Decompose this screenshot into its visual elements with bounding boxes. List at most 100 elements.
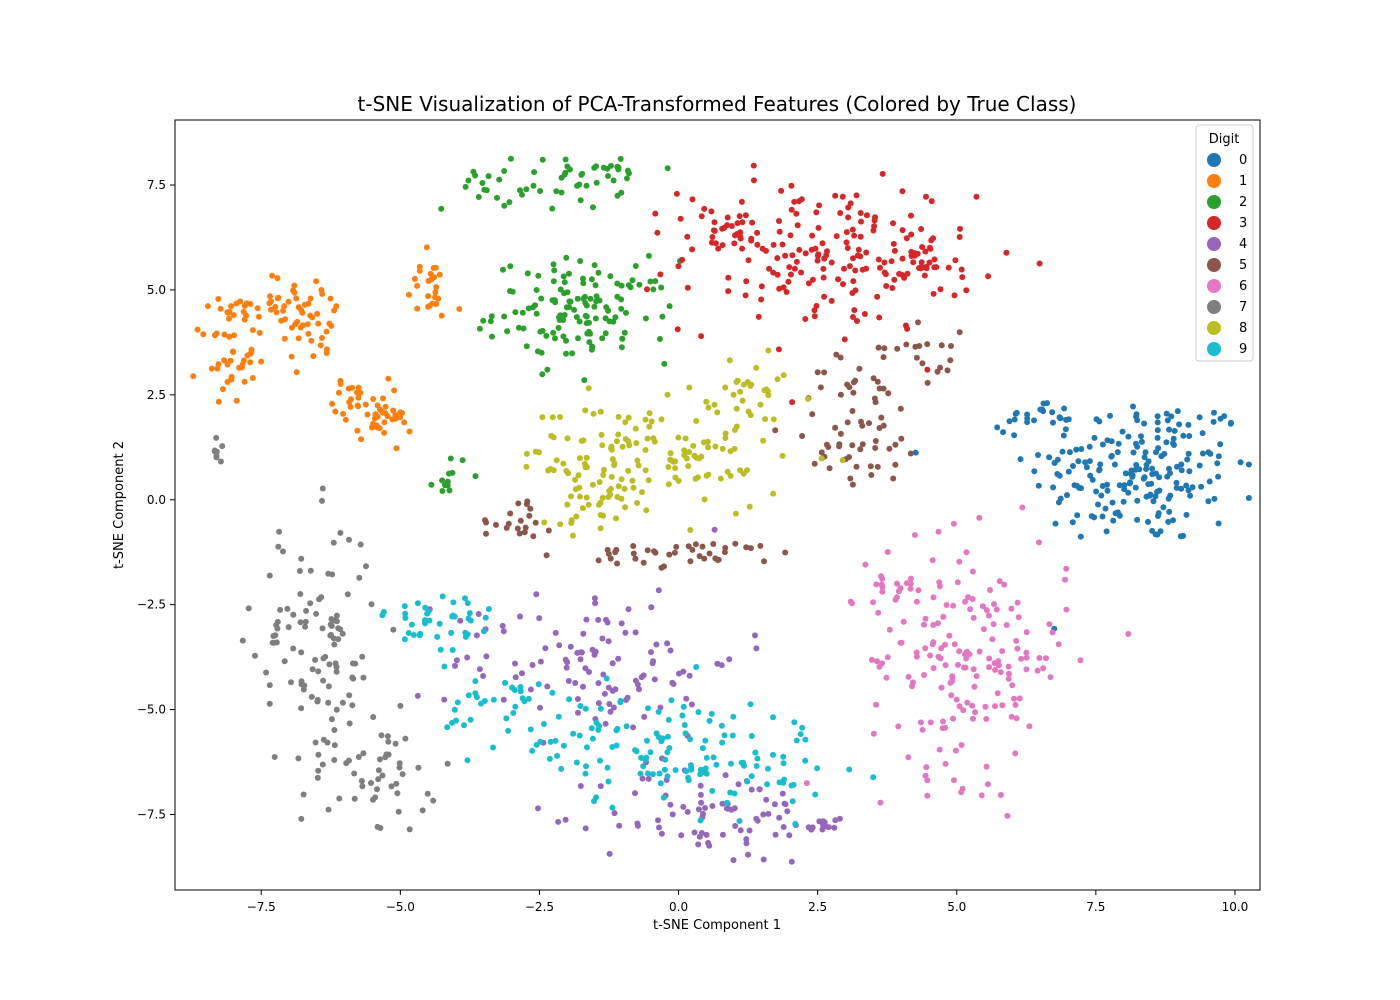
data-point bbox=[721, 732, 728, 739]
data-point bbox=[587, 295, 594, 302]
data-point bbox=[519, 670, 525, 677]
data-point bbox=[760, 811, 767, 818]
data-point bbox=[452, 662, 458, 669]
data-point bbox=[780, 372, 787, 379]
data-point bbox=[747, 701, 754, 708]
data-point bbox=[621, 329, 628, 336]
data-point bbox=[1154, 427, 1161, 434]
data-point bbox=[1134, 497, 1141, 504]
data-point bbox=[897, 405, 904, 412]
data-point bbox=[837, 210, 844, 216]
data-point bbox=[903, 341, 910, 348]
data-point bbox=[1023, 629, 1030, 636]
data-point bbox=[954, 579, 961, 586]
data-point bbox=[249, 375, 256, 381]
data-point bbox=[850, 314, 856, 320]
data-point bbox=[608, 473, 615, 480]
data-point bbox=[449, 719, 456, 726]
legend-label: 8 bbox=[1239, 321, 1247, 336]
data-point bbox=[709, 787, 716, 794]
data-point bbox=[1031, 468, 1038, 475]
data-point bbox=[715, 245, 722, 252]
data-point bbox=[765, 765, 771, 772]
data-point bbox=[831, 824, 838, 831]
data-point bbox=[326, 661, 333, 668]
data-point bbox=[956, 558, 963, 565]
data-point bbox=[357, 541, 364, 548]
data-point bbox=[812, 245, 819, 252]
data-point bbox=[743, 840, 750, 847]
x-axis-ticks: −7.5 −5.0 −2.5 0.0 2.5 5.0 7.5 10.0 bbox=[247, 890, 1248, 914]
data-point bbox=[1019, 504, 1026, 511]
data-point bbox=[200, 331, 207, 338]
data-point bbox=[1091, 434, 1098, 441]
data-point bbox=[680, 703, 687, 710]
data-point bbox=[778, 187, 785, 194]
data-point bbox=[1184, 456, 1191, 463]
data-point bbox=[843, 239, 850, 246]
data-point bbox=[481, 698, 488, 704]
x-tick-label: −2.5 bbox=[525, 900, 554, 914]
data-point bbox=[1215, 473, 1222, 480]
data-point bbox=[646, 423, 653, 430]
data-point bbox=[599, 335, 606, 342]
legend-marker bbox=[1207, 258, 1221, 272]
data-point bbox=[1026, 723, 1033, 730]
data-point bbox=[642, 416, 649, 423]
y-tick-label: 7.5 bbox=[147, 178, 166, 192]
data-point bbox=[951, 292, 958, 299]
data-point bbox=[590, 204, 596, 211]
data-point bbox=[305, 330, 312, 337]
data-point bbox=[1065, 416, 1072, 423]
data-point bbox=[876, 663, 883, 670]
data-point bbox=[748, 786, 755, 793]
data-point bbox=[658, 284, 665, 291]
data-point bbox=[359, 783, 366, 790]
data-point bbox=[272, 303, 279, 310]
data-point bbox=[459, 457, 466, 464]
data-point bbox=[1115, 440, 1122, 447]
data-point bbox=[678, 832, 685, 839]
data-point bbox=[748, 733, 755, 739]
data-point bbox=[697, 782, 704, 789]
data-point bbox=[644, 737, 650, 744]
data-point bbox=[1008, 605, 1015, 612]
data-point bbox=[464, 600, 471, 607]
data-point bbox=[776, 814, 783, 821]
data-point bbox=[902, 322, 909, 329]
data-point bbox=[1098, 492, 1105, 499]
data-point bbox=[926, 259, 933, 266]
data-point bbox=[754, 817, 761, 824]
data-point bbox=[550, 434, 557, 441]
data-point bbox=[832, 424, 839, 431]
data-point bbox=[850, 255, 856, 262]
data-point bbox=[849, 226, 856, 233]
data-point bbox=[1196, 414, 1203, 421]
data-point bbox=[331, 307, 338, 314]
data-point bbox=[983, 607, 990, 614]
data-point bbox=[1069, 519, 1076, 526]
data-point bbox=[900, 618, 907, 625]
data-point bbox=[230, 349, 237, 355]
data-point bbox=[589, 481, 596, 488]
data-point bbox=[873, 581, 880, 588]
data-point bbox=[535, 805, 541, 812]
data-point bbox=[577, 258, 584, 264]
data-point bbox=[424, 790, 431, 797]
data-point bbox=[587, 330, 594, 337]
data-point bbox=[930, 290, 937, 297]
data-point bbox=[731, 805, 738, 812]
data-point bbox=[269, 272, 276, 279]
data-point bbox=[590, 410, 597, 417]
data-point bbox=[1154, 419, 1161, 426]
data-point bbox=[273, 309, 280, 316]
data-point bbox=[336, 795, 343, 802]
data-point bbox=[852, 267, 859, 274]
data-point bbox=[702, 805, 708, 811]
data-point bbox=[448, 629, 455, 636]
data-point bbox=[523, 501, 530, 508]
data-point bbox=[485, 173, 492, 180]
data-point bbox=[668, 457, 675, 464]
data-point bbox=[609, 804, 616, 811]
data-point bbox=[580, 683, 586, 690]
